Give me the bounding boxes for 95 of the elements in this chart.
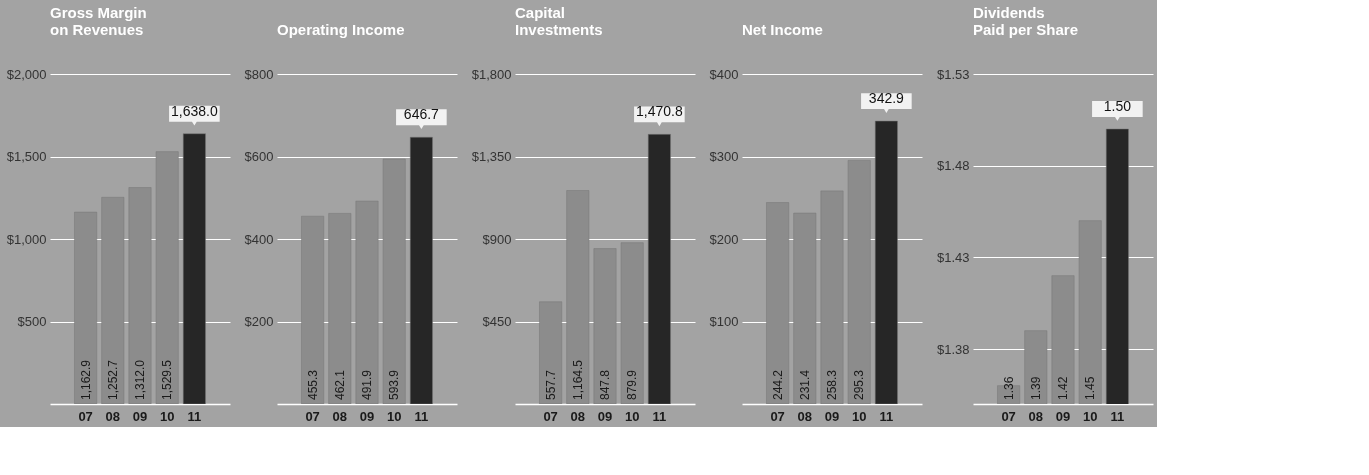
chart-title: Capital Investments — [515, 4, 603, 38]
x-tick-label: 09 — [359, 408, 375, 424]
x-tick-label: 07 — [770, 408, 785, 424]
x-tick-label: 11 — [879, 408, 894, 424]
data-label: 557.7 — [543, 369, 558, 400]
x-tick-label: 11 — [187, 408, 202, 424]
x-tick-label: 10 — [1082, 408, 1098, 424]
x-tick-label: 11 — [1110, 408, 1125, 424]
data-label: 1,529.5 — [160, 359, 175, 400]
x-tick-label: 09 — [1055, 408, 1071, 424]
y-tick-label: $600 — [244, 149, 274, 164]
x-tick-label: 08 — [797, 408, 813, 424]
data-label: 847.8 — [598, 369, 612, 400]
y-tick-label: $1.48 — [936, 158, 970, 174]
bar — [593, 248, 617, 404]
bar — [620, 242, 644, 404]
x-tick-label: 10 — [851, 408, 867, 424]
x-tick-label: 07 — [78, 408, 93, 424]
x-tick-label: 09 — [597, 408, 613, 424]
y-tick-label: $200 — [244, 314, 274, 329]
data-label: 1,162.9 — [78, 359, 93, 400]
y-tick-label: $1,800 — [471, 66, 512, 82]
bar — [328, 213, 352, 404]
data-label: 1.50 — [1103, 98, 1132, 114]
x-tick-label: 10 — [159, 408, 175, 424]
bar — [101, 197, 125, 404]
y-tick-label: $300 — [709, 149, 739, 164]
y-tick-label: $800 — [244, 66, 274, 82]
y-tick-label: $1.38 — [936, 341, 970, 357]
y-tick-label: $1.43 — [936, 249, 970, 265]
data-label: 455.3 — [305, 369, 320, 400]
data-label: 1.36 — [1001, 376, 1016, 400]
data-label: 1,638.0 — [171, 102, 218, 119]
y-tick-label: $200 — [709, 231, 739, 247]
data-label: 1.45 — [1083, 376, 1098, 400]
data-label: 258.3 — [825, 369, 839, 400]
y-tick-label: $1,000 — [6, 231, 47, 247]
data-label: 646.7 — [403, 106, 440, 123]
data-label: 1.42 — [1056, 376, 1070, 400]
bar — [820, 190, 844, 404]
bar — [382, 158, 406, 404]
x-tick-label: 08 — [570, 408, 586, 424]
bar — [566, 190, 590, 404]
data-label: 462.1 — [332, 369, 347, 400]
bar — [409, 136, 433, 404]
chart-title: Operating Income — [277, 21, 405, 38]
x-tick-label: 08 — [105, 408, 121, 424]
bar — [355, 200, 379, 404]
data-label: 1,470.8 — [636, 103, 683, 120]
y-tick-label: $2,000 — [6, 66, 47, 82]
y-tick-label: $900 — [482, 231, 512, 247]
y-tick-label: $400 — [244, 231, 274, 247]
data-label: 1.39 — [1028, 376, 1043, 400]
x-tick-label: 07 — [305, 408, 320, 424]
data-label: 1,252.7 — [105, 359, 120, 400]
bar — [766, 202, 790, 404]
x-tick-label: 11 — [414, 408, 429, 424]
data-label: 1,312.0 — [133, 359, 147, 400]
x-tick-label: 08 — [1028, 408, 1044, 424]
bar — [647, 134, 671, 404]
chart-title: Net Income — [742, 21, 823, 38]
y-tick-label: $450 — [482, 314, 512, 329]
bar — [155, 151, 179, 404]
data-label: 231.4 — [797, 369, 812, 400]
chart-title: Dividends Paid per Share — [973, 4, 1079, 38]
bar — [874, 120, 898, 404]
bar — [793, 212, 817, 404]
x-tick-label: 09 — [132, 408, 148, 424]
y-tick-label: $1.53 — [936, 66, 970, 82]
data-label: 491.9 — [360, 369, 374, 400]
x-tick-label: 07 — [543, 408, 558, 424]
x-tick-label: 08 — [332, 408, 348, 424]
bar — [301, 215, 325, 404]
y-tick-label: $100 — [709, 314, 739, 329]
bar — [847, 160, 871, 404]
data-label: 593.9 — [387, 369, 402, 400]
y-tick-label: $1,350 — [471, 149, 512, 164]
x-tick-label: 10 — [624, 408, 640, 424]
chart-title: Gross Margin on Revenues — [50, 4, 147, 38]
y-tick-label: $500 — [17, 314, 47, 329]
data-label: 295.3 — [852, 369, 867, 400]
y-tick-label: $1,500 — [6, 149, 47, 164]
bar — [539, 301, 563, 404]
data-label: 879.9 — [625, 369, 640, 400]
data-label: 342.9 — [868, 90, 905, 107]
bar — [182, 133, 206, 404]
data-label: 1,164.5 — [570, 359, 585, 400]
x-tick-label: 11 — [652, 408, 667, 424]
data-label: 244.2 — [770, 369, 785, 400]
bar — [128, 187, 152, 404]
x-tick-label: 10 — [386, 408, 402, 424]
y-tick-label: $400 — [709, 66, 739, 82]
bar — [74, 211, 98, 404]
x-tick-label: 07 — [1001, 408, 1016, 424]
x-tick-label: 09 — [824, 408, 840, 424]
